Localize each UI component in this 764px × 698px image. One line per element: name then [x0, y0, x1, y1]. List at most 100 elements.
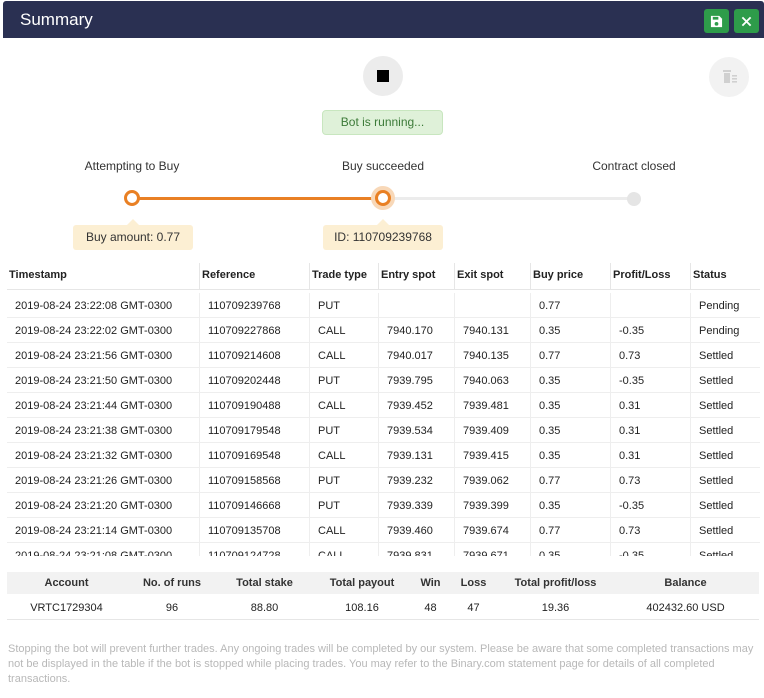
- table-row[interactable]: 2019-08-24 23:21:44 GMT-0300 110709190488…: [7, 393, 760, 418]
- cell-profit-loss: -0.35: [611, 318, 691, 342]
- cell-profit-loss: -0.35: [611, 493, 691, 517]
- stop-bot-button[interactable]: [363, 56, 403, 96]
- step-node-buy-succeeded: [375, 190, 391, 206]
- cell-buy-price: 0.77: [531, 343, 611, 367]
- cell-exit-spot: 7939.399: [455, 493, 531, 517]
- cell-buy-price: 0.77: [531, 468, 611, 492]
- cell-trade-type: CALL: [310, 318, 379, 342]
- cell-trade-type: CALL: [310, 543, 379, 556]
- step-node-contract-closed: [627, 192, 641, 206]
- cell-entry-spot: 7939.831: [379, 543, 455, 556]
- table-row[interactable]: 2019-08-24 23:21:50 GMT-0300 110709202448…: [7, 368, 760, 393]
- step-label-buy-succeeded: Buy succeeded: [341, 159, 425, 173]
- cell-timestamp: 2019-08-24 23:21:44 GMT-0300: [7, 393, 200, 417]
- cell-trade-type: PUT: [310, 293, 379, 317]
- cell-exit-spot: 7939.481: [455, 393, 531, 417]
- cell-status: Settled: [699, 525, 734, 537]
- bot-status-badge: Bot is running...: [322, 110, 443, 135]
- summary-header-total-stake: Total stake: [236, 577, 293, 589]
- cell-profit-loss: 0.73: [611, 518, 691, 542]
- table-row[interactable]: 2019-08-24 23:21:38 GMT-0300 110709179548…: [7, 418, 760, 443]
- cell-entry-spot: 7939.460: [379, 518, 455, 542]
- contract-id-tooltip: ID: 110709239768: [323, 219, 443, 250]
- column-header-entry-spot: Entry spot: [379, 263, 455, 289]
- cell-trade-type: PUT: [310, 418, 379, 442]
- cell-status: Settled: [699, 375, 734, 387]
- clear-stats-button[interactable]: [709, 57, 749, 97]
- cell-entry-spot: 7939.452: [379, 393, 455, 417]
- cell-timestamp: 2019-08-24 23:21:50 GMT-0300: [7, 368, 200, 392]
- close-icon: [741, 16, 752, 26]
- title-bar: Summary: [3, 1, 764, 38]
- table-row[interactable]: 2019-08-24 23:22:08 GMT-0300 110709239768…: [7, 293, 760, 318]
- cell-reference: 110709135708: [200, 518, 310, 542]
- cell-profit-loss: 0.31: [611, 393, 691, 417]
- cell-timestamp: 2019-08-24 23:21:26 GMT-0300: [7, 468, 200, 492]
- cell-entry-spot: [379, 293, 455, 317]
- cell-entry-spot: 7939.339: [379, 493, 455, 517]
- cell-entry-spot: 7939.131: [379, 443, 455, 467]
- table-row[interactable]: 2019-08-24 23:22:02 GMT-0300 110709227868…: [7, 318, 760, 343]
- table-row[interactable]: 2019-08-24 23:21:56 GMT-0300 110709214608…: [7, 343, 760, 368]
- cell-reference: 110709239768: [200, 293, 310, 317]
- buy-amount-tooltip: Buy amount: 0.77: [73, 219, 193, 250]
- floppy-disk-icon: [710, 15, 723, 27]
- column-header-buy-price: Buy price: [531, 263, 611, 289]
- cell-profit-loss: -0.35: [611, 368, 691, 392]
- summary-balance: 402432.60 USD: [646, 602, 725, 614]
- cell-trade-type: CALL: [310, 343, 379, 367]
- cell-exit-spot: 7939.062: [455, 468, 531, 492]
- cell-exit-spot: 7939.671: [455, 543, 531, 556]
- step-label-attempting-to-buy: Attempting to Buy: [84, 159, 180, 173]
- cell-entry-spot: 7940.017: [379, 343, 455, 367]
- cell-profit-loss: 0.73: [611, 343, 691, 367]
- cell-buy-price: 0.35: [531, 318, 611, 342]
- disclaimer-text: Stopping the bot will prevent further tr…: [8, 643, 754, 685]
- table-row[interactable]: 2019-08-24 23:21:32 GMT-0300 110709169548…: [7, 443, 760, 468]
- cell-exit-spot: 7940.131: [455, 318, 531, 342]
- step-label-contract-closed: Contract closed: [592, 159, 676, 173]
- transactions-table[interactable]: Timestamp Reference Trade type Entry spo…: [7, 263, 760, 556]
- table-row[interactable]: 2019-08-24 23:21:20 GMT-0300 110709146668…: [7, 493, 760, 518]
- cell-timestamp: 2019-08-24 23:21:08 GMT-0300: [7, 543, 200, 556]
- cell-trade-type: CALL: [310, 443, 379, 467]
- cell-trade-type: PUT: [310, 493, 379, 517]
- cell-buy-price: 0.35: [531, 393, 611, 417]
- summary-header: Account No. of runs Total stake Total pa…: [7, 572, 759, 594]
- cell-reference: 110709124728: [200, 543, 310, 556]
- cell-profit-loss: -0.35: [611, 543, 691, 556]
- summary-total-payout: 108.16: [345, 602, 379, 614]
- cell-reference: 110709190488: [200, 393, 310, 417]
- cell-exit-spot: 7939.674: [455, 518, 531, 542]
- cell-status: Settled: [699, 450, 734, 462]
- cell-reference: 110709214608: [200, 343, 310, 367]
- summary-table: Account No. of runs Total stake Total pa…: [7, 572, 759, 620]
- summary-loss: 47: [467, 602, 480, 614]
- cell-entry-spot: 7940.170: [379, 318, 455, 342]
- cell-entry-spot: 7939.232: [379, 468, 455, 492]
- summary-header-win: Win: [420, 577, 441, 589]
- summary-header-total-profit-loss: Total profit/loss: [514, 577, 597, 589]
- cell-status: Pending: [699, 300, 740, 312]
- cell-exit-spot: 7940.063: [455, 368, 531, 392]
- summary-runs: 96: [165, 602, 179, 614]
- cell-trade-type: PUT: [310, 468, 379, 492]
- cell-entry-spot: 7939.534: [379, 418, 455, 442]
- summary-header-balance: Balance: [664, 577, 707, 589]
- summary-total-stake: 88.80: [250, 602, 279, 614]
- trash-icon: [723, 70, 737, 83]
- close-button[interactable]: [734, 9, 759, 33]
- window-title: Summary: [20, 10, 93, 29]
- table-row[interactable]: 2019-08-24 23:21:26 GMT-0300 110709158568…: [7, 468, 760, 493]
- cell-entry-spot: 7939.795: [379, 368, 455, 392]
- column-header-timestamp: Timestamp: [7, 263, 200, 289]
- column-header-exit-spot: Exit spot: [455, 263, 531, 289]
- summary-values: VRTC1729304 96 88.80 108.16 48 47 19.36 …: [7, 594, 759, 620]
- cell-timestamp: 2019-08-24 23:21:14 GMT-0300: [7, 518, 200, 542]
- table-row[interactable]: 2019-08-24 23:21:14 GMT-0300 110709135708…: [7, 518, 760, 543]
- cell-buy-price: 0.35: [531, 368, 611, 392]
- progress-fill: [132, 197, 383, 200]
- cell-timestamp: 2019-08-24 23:21:56 GMT-0300: [7, 343, 200, 367]
- save-button[interactable]: [704, 9, 729, 33]
- table-row[interactable]: 2019-08-24 23:21:08 GMT-0300 110709124728…: [7, 543, 760, 556]
